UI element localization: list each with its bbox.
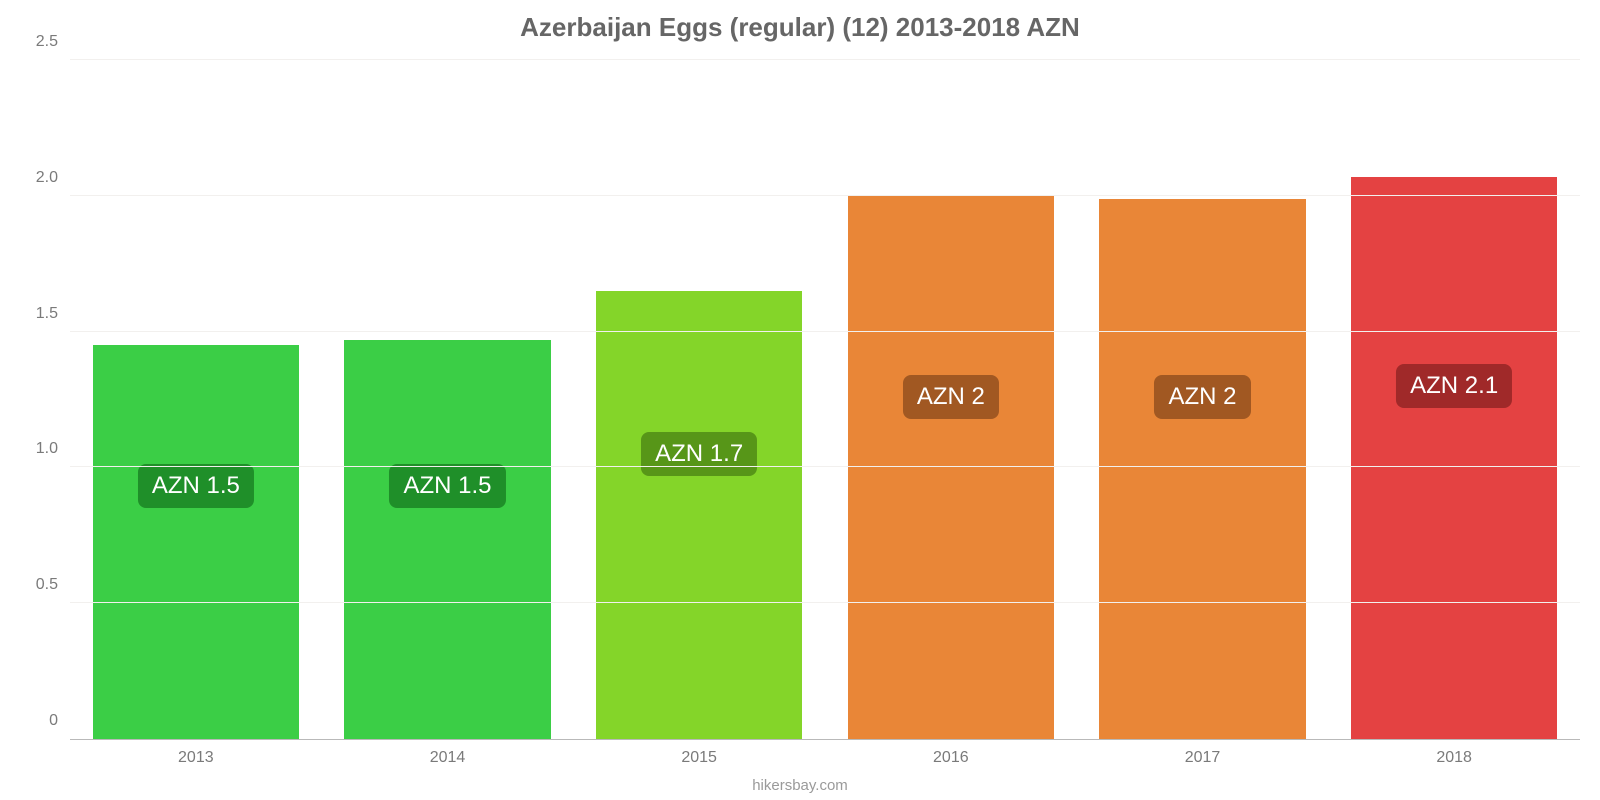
plot-area: AZN 1.52013AZN 1.52014AZN 1.72015AZN 220… [70, 60, 1580, 740]
y-tick-label: 2.5 [36, 33, 70, 51]
chart-title: Azerbaijan Eggs (regular) (12) 2013-2018… [0, 12, 1600, 43]
bar-slot: AZN 22016 [825, 60, 1077, 739]
x-tick-label: 2013 [178, 739, 214, 767]
bar [596, 291, 802, 739]
value-badge: AZN 1.5 [389, 464, 505, 508]
x-tick-label: 2015 [681, 739, 717, 767]
y-tick-label: 0.5 [36, 576, 70, 594]
gridline [70, 59, 1580, 60]
x-tick-label: 2018 [1436, 739, 1472, 767]
y-tick-label: 2.0 [36, 169, 70, 187]
bar-slot: AZN 1.52013 [70, 60, 322, 739]
price-bar-chart: Azerbaijan Eggs (regular) (12) 2013-2018… [0, 0, 1600, 800]
value-badge: AZN 1.5 [138, 464, 254, 508]
bar-slot: AZN 22017 [1077, 60, 1329, 739]
bar [1351, 177, 1557, 739]
y-tick-label: 1.0 [36, 440, 70, 458]
x-tick-label: 2014 [430, 739, 466, 767]
bar [848, 196, 1054, 739]
value-badge: AZN 2 [903, 375, 999, 419]
y-tick-label: 0 [49, 712, 70, 730]
y-tick-label: 1.5 [36, 305, 70, 323]
gridline [70, 331, 1580, 332]
value-badge: AZN 2.1 [1396, 364, 1512, 408]
bar [344, 340, 550, 739]
bar-slot: AZN 1.72015 [573, 60, 825, 739]
bar [1099, 199, 1305, 739]
value-badge: AZN 1.7 [641, 432, 757, 476]
bars-row: AZN 1.52013AZN 1.52014AZN 1.72015AZN 220… [70, 60, 1580, 739]
x-tick-label: 2016 [933, 739, 969, 767]
source-label: hikersbay.com [0, 777, 1600, 794]
gridline [70, 466, 1580, 467]
bar [93, 345, 299, 739]
gridline [70, 602, 1580, 603]
x-tick-label: 2017 [1185, 739, 1221, 767]
bar-slot: AZN 1.52014 [322, 60, 574, 739]
bar-slot: AZN 2.12018 [1328, 60, 1580, 739]
value-badge: AZN 2 [1154, 375, 1250, 419]
gridline [70, 195, 1580, 196]
